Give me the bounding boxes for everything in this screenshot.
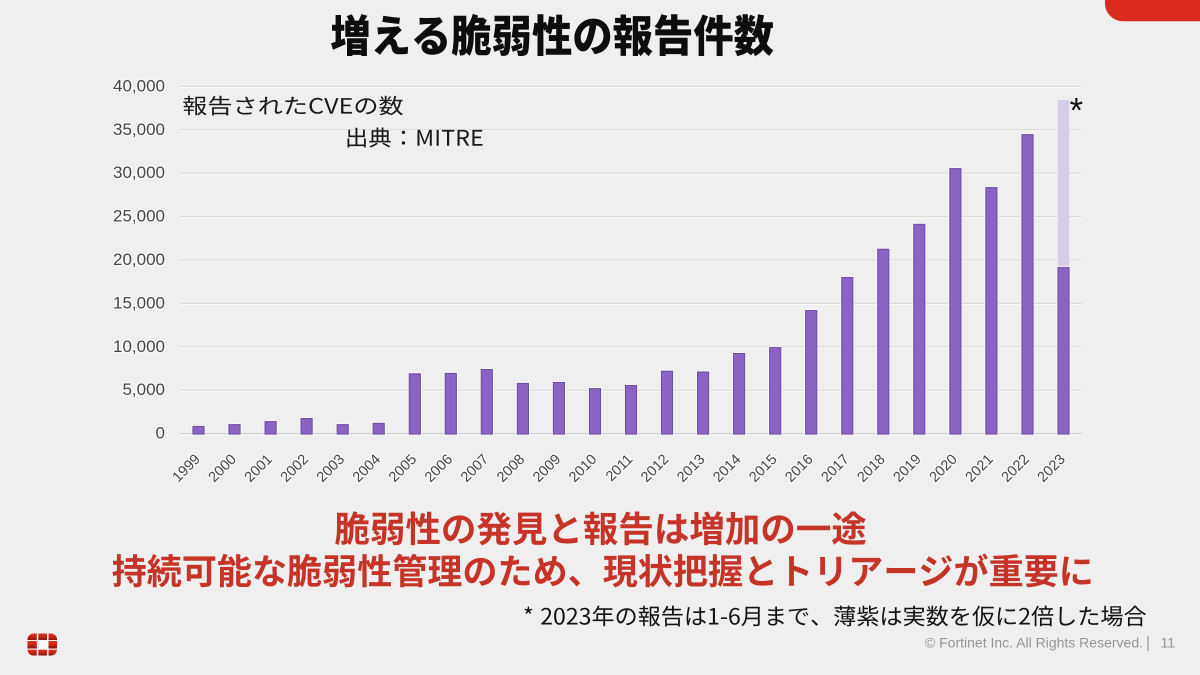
svg-text:0: 0	[156, 424, 165, 443]
svg-text:20,000: 20,000	[113, 250, 165, 269]
svg-text:25,000: 25,000	[113, 207, 165, 226]
svg-text:40,000: 40,000	[113, 76, 165, 95]
svg-text:30,000: 30,000	[113, 163, 165, 182]
svg-text:*: *	[1070, 92, 1084, 131]
svg-text:5,000: 5,000	[122, 380, 165, 399]
svg-text:35,000: 35,000	[113, 120, 165, 139]
svg-text:© Fortinet Inc. All Rights Res: © Fortinet Inc. All Rights Reserved.	[925, 635, 1143, 651]
svg-text:11: 11	[1161, 635, 1176, 651]
svg-text:10,000: 10,000	[113, 337, 165, 356]
svg-text:15,000: 15,000	[113, 293, 165, 312]
